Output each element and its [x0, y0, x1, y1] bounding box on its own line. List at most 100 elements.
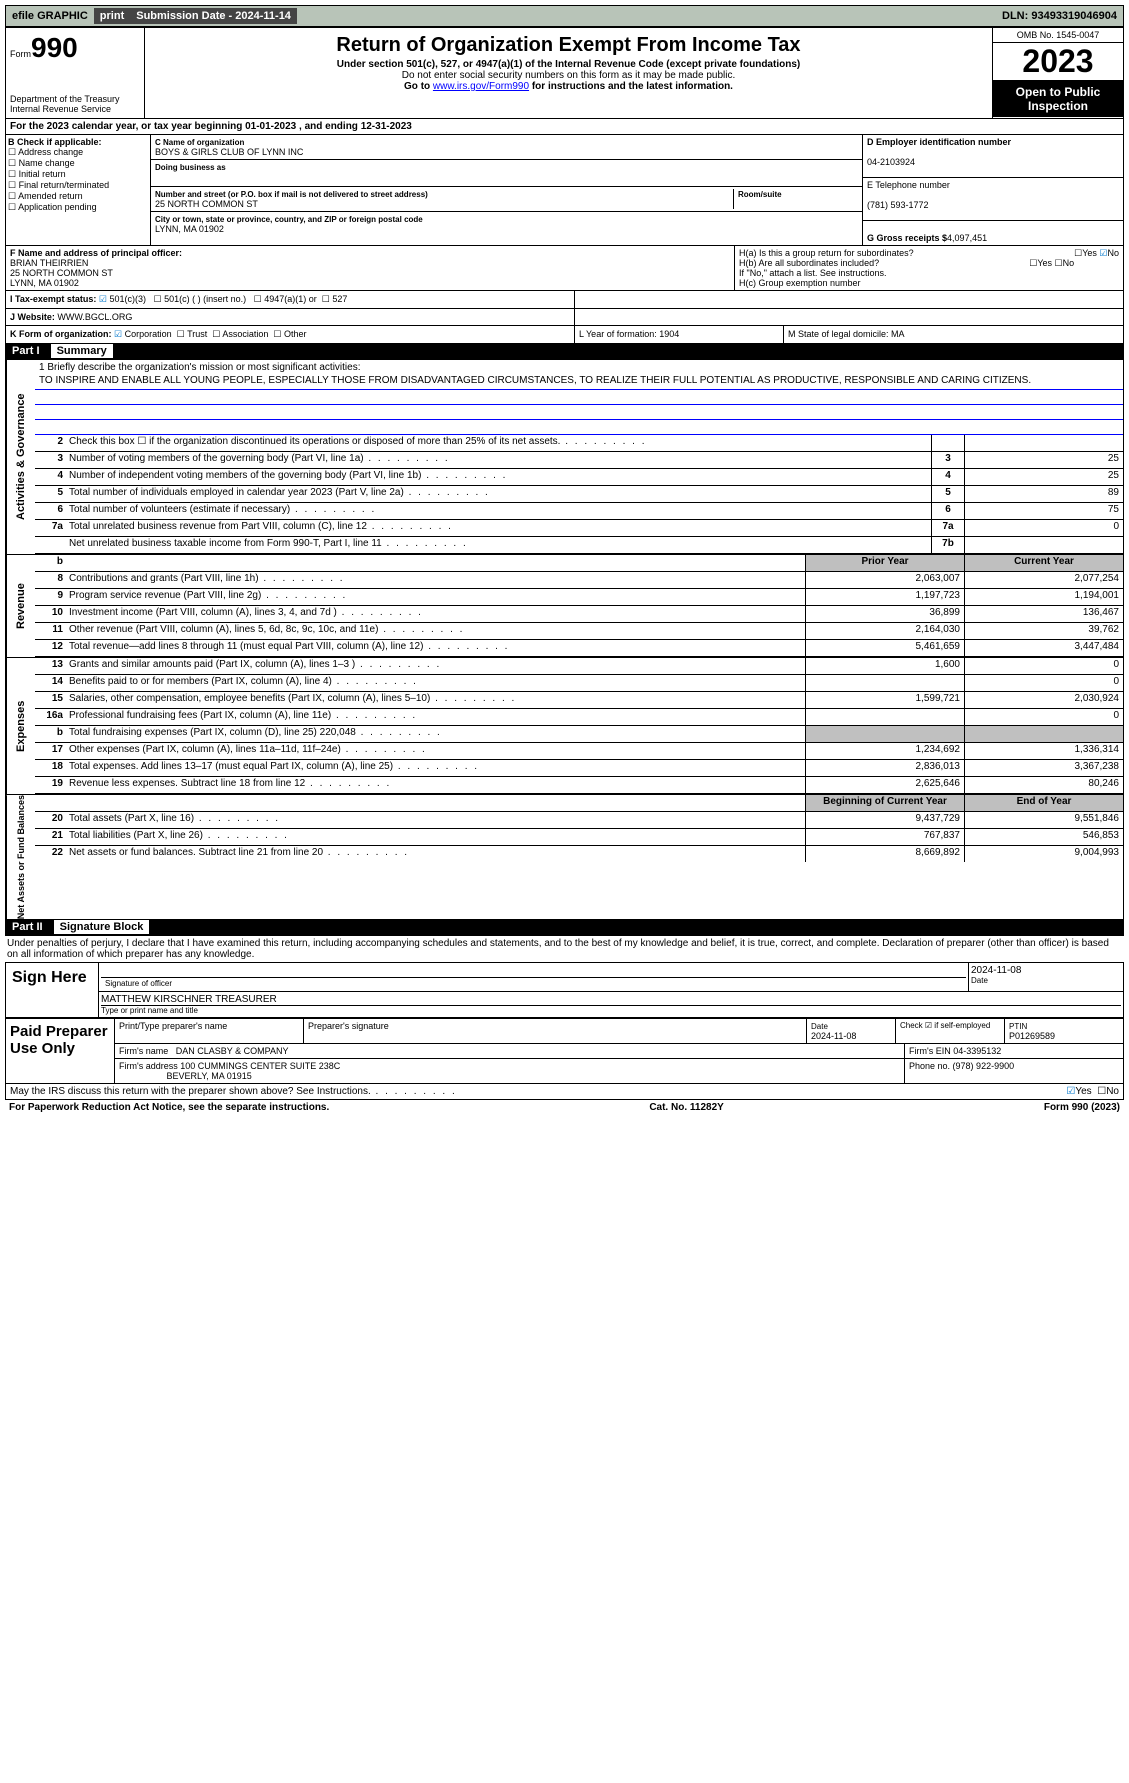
gross-label: G Gross receipts $ — [867, 233, 947, 243]
rev-row: 11Other revenue (Part VIII, column (A), … — [35, 623, 1123, 640]
form-title: Return of Organization Exempt From Incom… — [149, 34, 988, 57]
col-d: D Employer identification number04-21039… — [862, 135, 1123, 245]
part-i-num: Part I — [12, 345, 40, 357]
gov-row: 3Number of voting members of the governi… — [35, 452, 1123, 469]
chk-assoc[interactable] — [212, 329, 220, 339]
hc-label: H(c) Group exemption number — [739, 278, 1119, 288]
rev-section: Revenue b Prior Year Current Year 8Contr… — [6, 554, 1123, 657]
tax-status-label: I Tax-exempt status: — [10, 294, 96, 304]
na-header: Beginning of Current Year End of Year — [35, 795, 1123, 812]
firm-name: DAN CLASBY & COMPANY — [176, 1046, 289, 1056]
section-bcd: B Check if applicable: Address change Na… — [6, 135, 1123, 245]
mission-blank-3 — [35, 420, 1123, 435]
mission-text: TO INSPIRE AND ENABLE ALL YOUNG PEOPLE, … — [35, 375, 1123, 390]
ha-yes[interactable] — [1074, 248, 1082, 258]
chk-pending[interactable]: Application pending — [8, 202, 148, 213]
prep-sig-hdr: Preparer's signature — [304, 1019, 807, 1043]
domicile: M State of legal domicile: MA — [784, 326, 1123, 343]
preparer-section: Paid Preparer Use Only Print/Type prepar… — [5, 1018, 1124, 1084]
end-year-hdr: End of Year — [964, 795, 1123, 811]
discuss-yes[interactable] — [1066, 1086, 1075, 1097]
goto-pre: Go to — [404, 81, 433, 92]
submission-date: Submission Date - 2024-11-14 — [130, 8, 297, 24]
gov-section: Activities & Governance 1 Briefly descri… — [6, 359, 1123, 554]
chk-corp[interactable] — [114, 329, 122, 339]
ein: 04-2103924 — [867, 157, 915, 167]
chk-other[interactable] — [273, 329, 281, 339]
chk-address[interactable]: Address change — [8, 147, 148, 158]
exp-row: 13Grants and similar amounts paid (Part … — [35, 658, 1123, 675]
firm-ein-label: Firm's EIN — [909, 1046, 953, 1056]
firm-ein: 04-3395132 — [953, 1046, 1001, 1056]
exp-row: 16aProfessional fundraising fees (Part I… — [35, 709, 1123, 726]
chk-4947[interactable] — [254, 294, 262, 304]
hb-note: If "No," attach a list. See instructions… — [739, 268, 1119, 278]
footer-center: Cat. No. 11282Y — [649, 1102, 723, 1113]
part-ii-header: Part II Signature Block — [6, 919, 1123, 935]
chk-trust[interactable] — [177, 329, 185, 339]
prep-name-hdr: Print/Type preparer's name — [115, 1019, 304, 1043]
chk-527[interactable] — [322, 294, 330, 304]
form-id-box: Form990 Department of the Treasury Inter… — [6, 28, 145, 118]
sign-here: Sign Here — [6, 963, 99, 1017]
firm-phone: (978) 922-9900 — [953, 1061, 1015, 1071]
year-formation: L Year of formation: 1904 — [575, 326, 784, 343]
street-label: Number and street (or P.O. box if mail i… — [155, 190, 428, 199]
tel: (781) 593-1772 — [867, 200, 929, 210]
street: 25 NORTH COMMON ST — [155, 199, 258, 209]
efile-label: efile GRAPHIC — [6, 8, 94, 24]
row-j: J Website: WWW.BGCL.ORG — [6, 308, 1123, 325]
officer-name: BRIAN THEIRRIEN — [10, 258, 88, 268]
hb-no[interactable] — [1055, 258, 1063, 268]
current-year-hdr: Current Year — [964, 555, 1123, 571]
exp-row: 17Other expenses (Part IX, column (A), l… — [35, 743, 1123, 760]
gov-row: Net unrelated business taxable income fr… — [35, 537, 1123, 554]
na-row: 21Total liabilities (Part X, line 26)767… — [35, 829, 1123, 846]
goto-post: for instructions and the latest informat… — [529, 81, 733, 92]
exp-section: Expenses 13Grants and similar amounts pa… — [6, 657, 1123, 794]
form-org-label: K Form of organization: — [10, 329, 112, 339]
chk-501c[interactable] — [154, 294, 162, 304]
side-gov: Activities & Governance — [6, 360, 35, 554]
row-a: For the 2023 calendar year, or tax year … — [6, 119, 1123, 135]
tax-year: 2023 — [993, 42, 1123, 81]
chk-name[interactable]: Name change — [8, 158, 148, 169]
na-row: 22Net assets or fund balances. Subtract … — [35, 846, 1123, 862]
rev-row: 12Total revenue—add lines 8 through 11 (… — [35, 640, 1123, 657]
prep-date: 2024-11-08 — [811, 1031, 856, 1041]
form-word: Form — [10, 49, 31, 59]
chk-final[interactable]: Final return/terminated — [8, 180, 148, 191]
chk-amended[interactable]: Amended return — [8, 191, 148, 202]
col-h: H(a) Is this a group return for subordin… — [734, 246, 1123, 290]
dba-label: Doing business as — [155, 163, 226, 172]
footer-left: For Paperwork Reduction Act Notice, see … — [9, 1102, 329, 1113]
paid-prep-title: Paid Preparer Use Only — [6, 1019, 115, 1083]
begin-year-hdr: Beginning of Current Year — [805, 795, 964, 811]
discuss-no[interactable] — [1097, 1086, 1106, 1097]
gross: 4,097,451 — [947, 233, 987, 243]
chk-501c3[interactable] — [99, 294, 107, 304]
exp-row: bTotal fundraising expenses (Part IX, co… — [35, 726, 1123, 743]
exp-row: 18Total expenses. Add lines 13–17 (must … — [35, 760, 1123, 777]
col-b-title: B Check if applicable: — [8, 137, 102, 147]
rev-row: 8Contributions and grants (Part VIII, li… — [35, 572, 1123, 589]
sign-here-row: Sign Here Signature of officer 2024-11-0… — [5, 962, 1124, 1018]
part-i-title: Summary — [51, 344, 113, 358]
irs-link[interactable]: www.irs.gov/Form990 — [433, 81, 529, 92]
chk-initial[interactable]: Initial return — [8, 169, 148, 180]
col-b: B Check if applicable: Address change Na… — [6, 135, 151, 245]
subtitle-1: Under section 501(c), 527, or 4947(a)(1)… — [149, 59, 988, 70]
mission-label: 1 Briefly describe the organization's mi… — [35, 360, 1123, 375]
firm-addr1: 100 CUMMINGS CENTER SUITE 238C — [180, 1061, 340, 1071]
perjury-text: Under penalties of perjury, I declare th… — [5, 936, 1124, 962]
city: LYNN, MA 01902 — [155, 224, 224, 234]
yes-2: Yes — [1037, 258, 1052, 268]
print-button[interactable]: print — [94, 8, 130, 24]
exp-row: 19Revenue less expenses. Subtract line 1… — [35, 777, 1123, 794]
o-527: 527 — [332, 294, 347, 304]
form-container: Form990 Department of the Treasury Inter… — [5, 27, 1124, 936]
mission-blank-2 — [35, 405, 1123, 420]
side-na: Net Assets or Fund Balances — [6, 795, 35, 919]
no-1: No — [1107, 248, 1119, 258]
website-label: J Website: — [10, 312, 57, 322]
